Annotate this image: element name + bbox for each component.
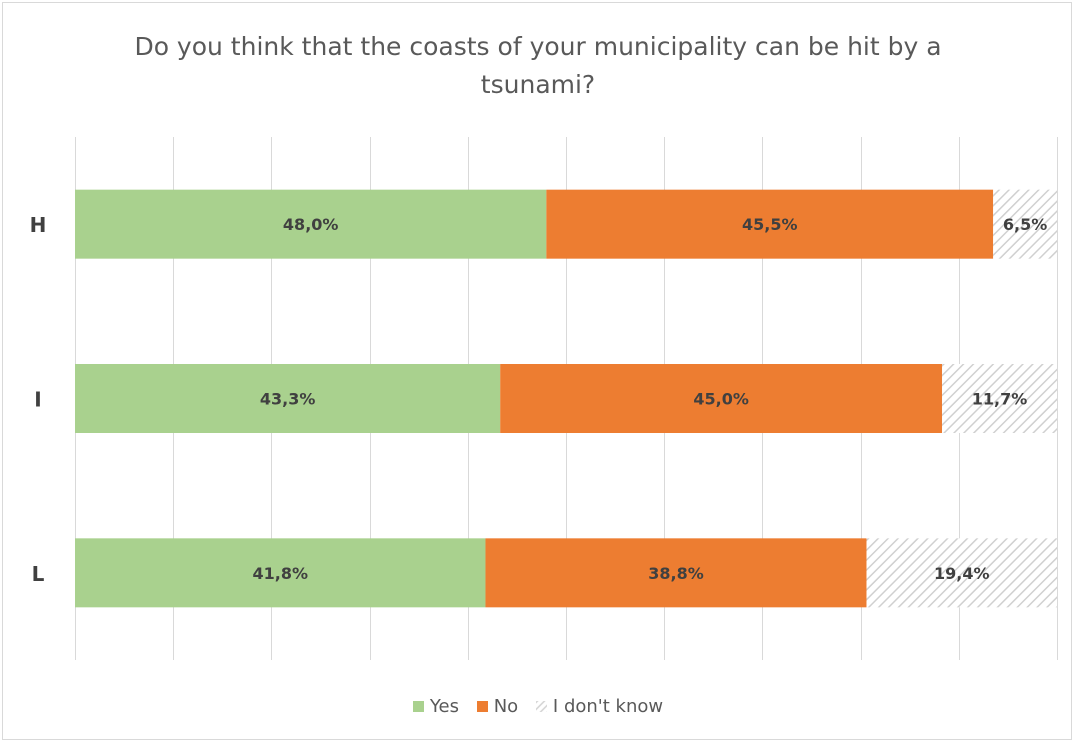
chart-title: Do you think that the coasts of your mun…: [0, 28, 1076, 104]
category-label-h: H: [30, 213, 47, 237]
data-label-i-yes: 43,3%: [260, 390, 316, 409]
legend-item-dont-know: I don't know: [535, 696, 664, 717]
category-label-l: L: [32, 562, 45, 586]
data-label-h-dont-know: 6,5%: [1003, 215, 1047, 234]
legend-label-dont-know: I don't know: [552, 696, 664, 717]
data-label-i-no: 45,0%: [693, 390, 749, 409]
bar-h-dont-know: [993, 189, 1057, 259]
chart-title-line-1: Do you think that the coasts of your mun…: [134, 32, 942, 61]
data-label-i-dont-know: 11,7%: [972, 390, 1028, 409]
bar-i-yes: [75, 364, 501, 433]
bar-l-dont-know: [866, 538, 1057, 608]
data-label-l-dont-know: 19,4%: [934, 564, 990, 583]
data-label-l-no: 38,8%: [648, 564, 704, 583]
data-label-h-yes: 48,0%: [283, 215, 339, 234]
category-label-i: I: [34, 388, 41, 412]
bar-l-yes: [75, 538, 486, 608]
legend-swatch-dont-know: [535, 701, 547, 712]
legend-item-yes: Yes: [412, 696, 459, 717]
bar-i-no: [500, 364, 943, 433]
bar-h-yes: [75, 189, 547, 259]
legend-swatch-no: [476, 701, 488, 712]
bar-l-no: [485, 538, 867, 608]
data-label-l-yes: 41,8%: [252, 564, 308, 583]
bar-h-no: [546, 189, 994, 259]
bar-i-dont-know: [942, 364, 1057, 433]
legend-label-no: No: [493, 696, 519, 717]
legend-label-yes: Yes: [429, 696, 459, 717]
legend-item-no: No: [476, 696, 519, 717]
chart-legend: Yes No I don't know: [0, 696, 1076, 717]
legend-swatch-yes: [412, 701, 424, 712]
chart-title-line-2: tsunami?: [480, 70, 596, 99]
data-label-h-no: 45,5%: [742, 215, 798, 234]
